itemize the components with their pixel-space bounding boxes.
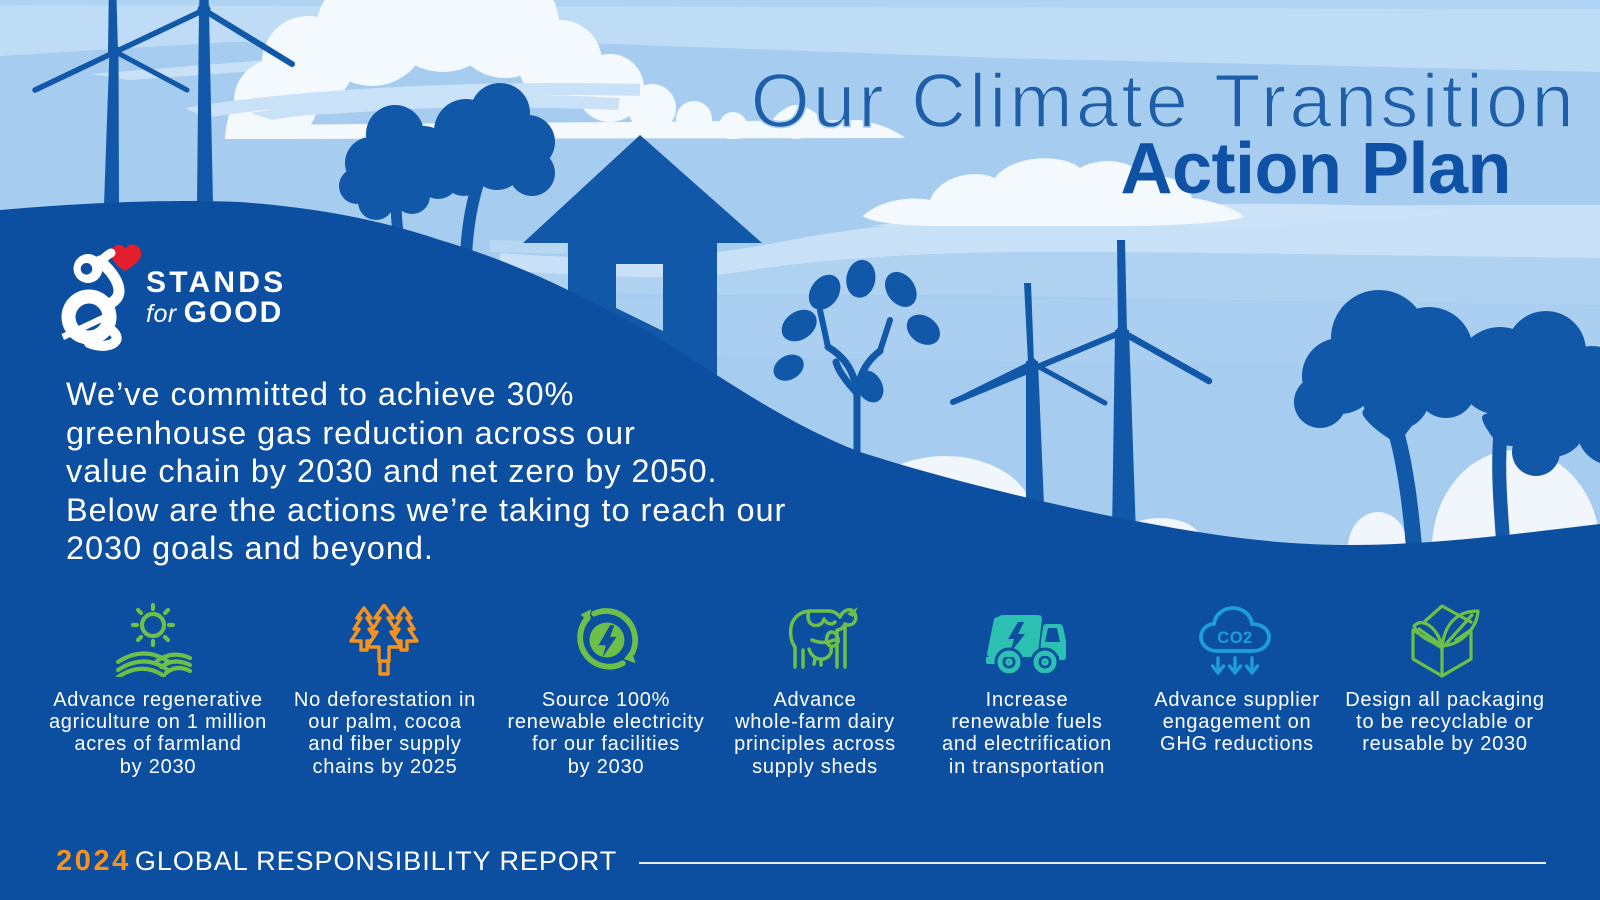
svg-text:CO2: CO2 <box>1217 629 1252 647</box>
